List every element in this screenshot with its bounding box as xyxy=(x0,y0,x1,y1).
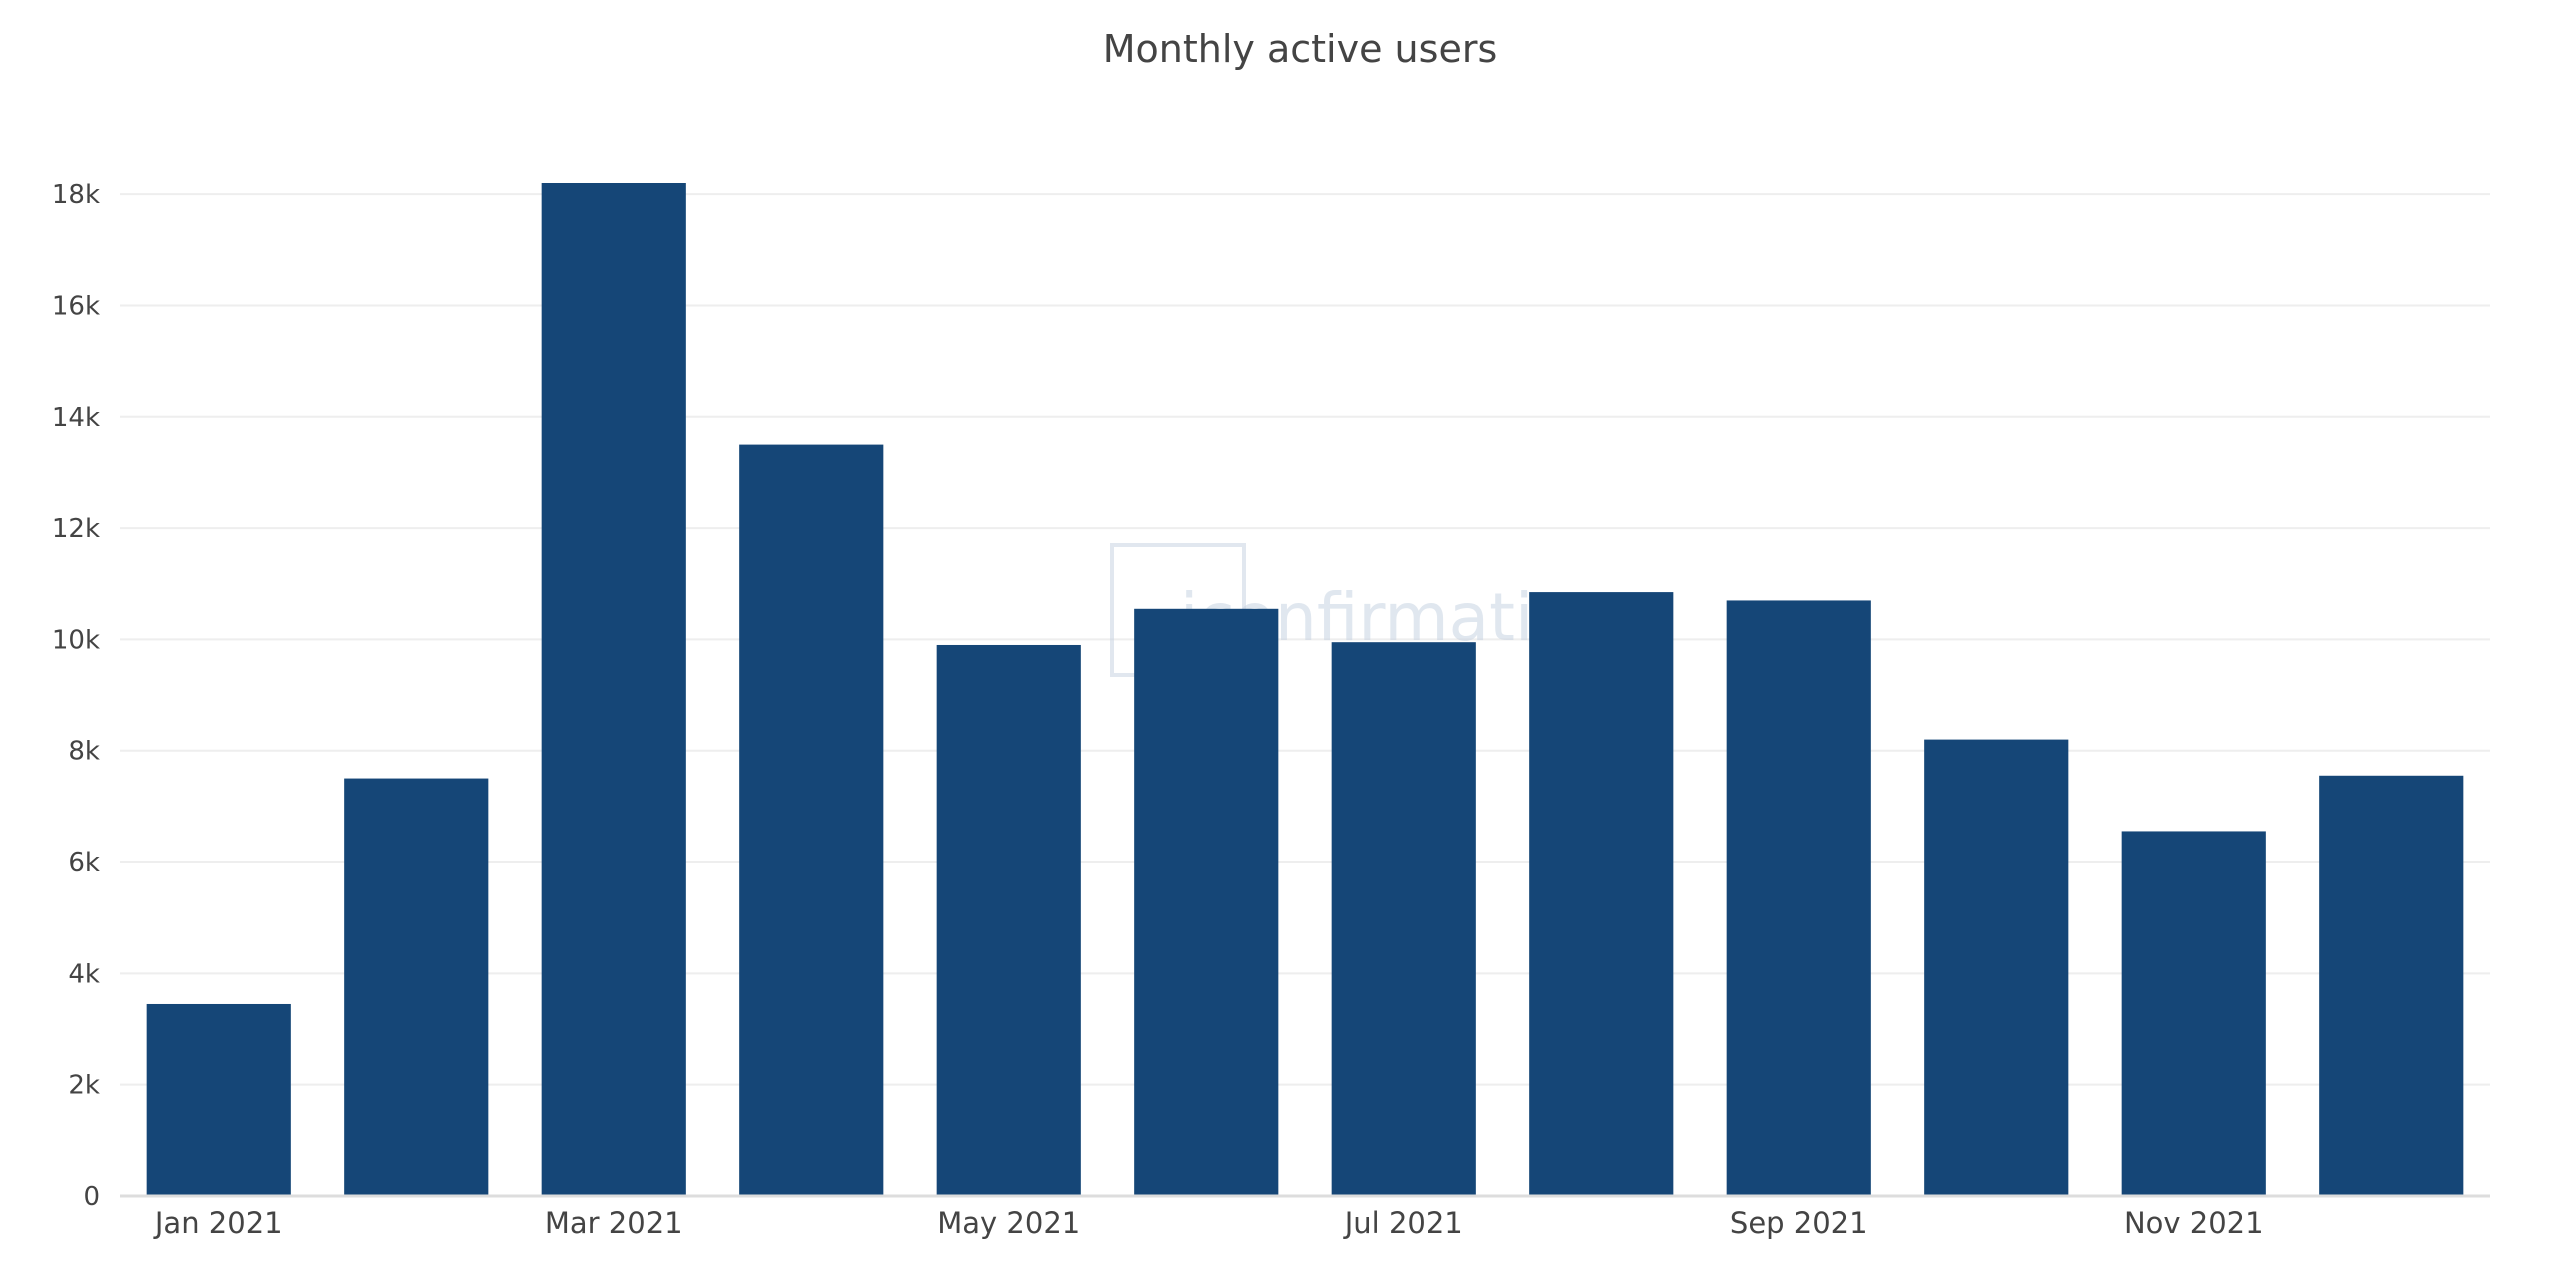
bar-jul-2021[interactable] xyxy=(1331,642,1476,1196)
x-tick-label: Nov 2021 xyxy=(2124,1206,2264,1240)
chart-title: Monthly active users xyxy=(1103,27,1498,71)
bar-jan-2021[interactable] xyxy=(146,1003,291,1196)
y-tick-label: 4k xyxy=(68,959,100,989)
x-tick-label: Jul 2021 xyxy=(1343,1206,1463,1240)
y-axis-ticks: 0 2k 4k 6k 8k 10k 12k 14k 16k 18k xyxy=(52,180,100,1212)
bar-feb-2021[interactable] xyxy=(344,778,489,1196)
bars xyxy=(146,183,2464,1197)
bar-sep-2021[interactable] xyxy=(1726,600,1871,1196)
bar-aug-2021[interactable] xyxy=(1529,592,1674,1196)
bar-mar-2021[interactable] xyxy=(541,183,686,1196)
grid-lines xyxy=(120,193,2490,1086)
bar-apr-2021[interactable] xyxy=(739,444,884,1197)
bar-nov-2021[interactable] xyxy=(2121,831,2266,1196)
x-tick-label: May 2021 xyxy=(937,1206,1080,1240)
y-tick-label: 18k xyxy=(52,180,100,210)
bar-oct-2021[interactable] xyxy=(1924,739,2069,1196)
x-axis-ticks: Jan 2021 Mar 2021 May 2021 Jul 2021 Sep 2021… xyxy=(153,1206,2264,1240)
x-tick-label: Jan 2021 xyxy=(153,1206,283,1240)
y-tick-label: 12k xyxy=(52,514,100,544)
y-tick-label: 2k xyxy=(68,1071,100,1101)
y-tick-label: 16k xyxy=(52,291,100,321)
x-tick-label: Mar 2021 xyxy=(545,1206,683,1240)
bar-may-2021[interactable] xyxy=(936,644,1081,1196)
bar-jun-2021[interactable] xyxy=(1134,608,1279,1196)
y-tick-label: 8k xyxy=(68,737,100,767)
y-tick-label: 0 xyxy=(83,1182,100,1212)
y-tick-label: 14k xyxy=(52,403,100,433)
x-tick-label: Sep 2021 xyxy=(1730,1206,1868,1240)
y-tick-label: 10k xyxy=(52,625,100,655)
bar-dec-2021[interactable] xyxy=(2319,775,2464,1196)
y-tick-label: 6k xyxy=(68,848,100,878)
